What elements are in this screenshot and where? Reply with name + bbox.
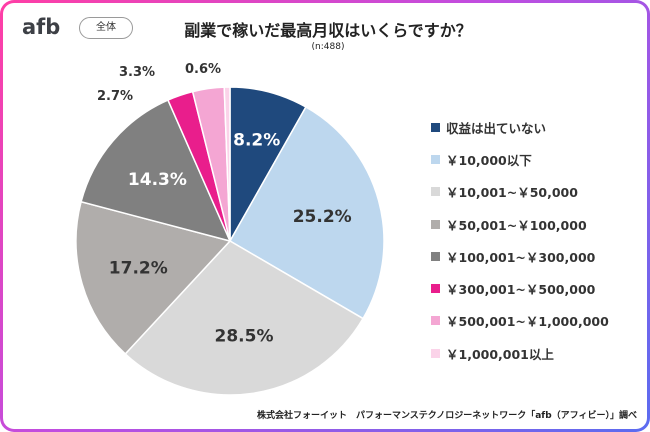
legend-label: ￥300,001~￥500,000 <box>446 282 596 298</box>
slice-data-label: 25.2% <box>293 207 352 227</box>
slice-data-label: 0.6% <box>185 62 221 77</box>
pie-chart: 8.2% 25.2% 28.5% 17.2% 14.3% 2.7% 3.3% 0.6% <box>75 62 385 396</box>
slice-data-label: 17.2% <box>109 259 168 279</box>
legend-item: ￥50,001~￥100,000 <box>431 208 609 240</box>
legend-swatch <box>431 122 440 132</box>
legend-label: ￥10,001~￥50,000 <box>446 185 578 201</box>
legend-swatch <box>431 316 440 326</box>
pie-slice <box>228 105 385 320</box>
chart-legend: 収益は出ていない ￥10,000以下 ￥10,001~￥50,000 ￥50,001~… <box>431 111 609 369</box>
legend-swatch <box>431 154 440 164</box>
afb-logo: afb <box>22 15 61 39</box>
slice-data-label: 14.3% <box>128 170 187 190</box>
legend-swatch <box>431 251 440 261</box>
source-credit: 株式会社フォーイット パフォーマンステクノロジーネットワーク「afb（アフィビー… <box>256 411 637 421</box>
pie-slice <box>75 200 232 355</box>
sample-size-note: (n:488) <box>311 42 345 52</box>
pie-slice <box>80 99 232 243</box>
legend-item: ￥10,001~￥50,000 <box>431 176 609 208</box>
segment-badge: 全体 <box>79 17 133 39</box>
legend-label: ￥50,001~￥100,000 <box>446 217 587 233</box>
legend-item: ￥100,001~￥300,000 <box>431 240 609 272</box>
legend-label: ￥500,001~￥1,000,000 <box>446 314 609 330</box>
legend-swatch <box>431 284 440 294</box>
pie-slice <box>223 86 231 242</box>
legend-item: 収益は出ていない <box>431 111 609 143</box>
chart-title: 副業で稼いだ最高月収はいくらですか？ <box>184 21 472 40</box>
legend-item: ￥1,000,001以上 <box>431 337 609 369</box>
legend-swatch <box>431 348 440 358</box>
slice-data-label: 2.7% <box>97 89 133 104</box>
pie-slice <box>124 240 365 396</box>
legend-label: ￥1,000,001以上 <box>446 346 554 362</box>
legend-swatch <box>431 187 440 197</box>
slice-data-label: 8.2% <box>233 131 280 151</box>
chart-card: afb 全体 副業で稼いだ最高月収はいくらですか？ (n:488) 8.2% 25… <box>3 3 647 429</box>
legend-item: ￥10,000以下 <box>431 143 609 175</box>
legend-label: ￥10,000以下 <box>446 152 532 168</box>
legend-label: 収益は出ていない <box>446 120 547 136</box>
legend-swatch <box>431 219 440 229</box>
slice-data-label: 28.5% <box>215 326 274 346</box>
slice-data-label: 3.3% <box>119 65 155 80</box>
legend-item: ￥500,001~￥1,000,000 <box>431 305 609 337</box>
legend-label: ￥100,001~￥300,000 <box>446 249 596 265</box>
legend-item: ￥300,001~￥500,000 <box>431 272 609 304</box>
